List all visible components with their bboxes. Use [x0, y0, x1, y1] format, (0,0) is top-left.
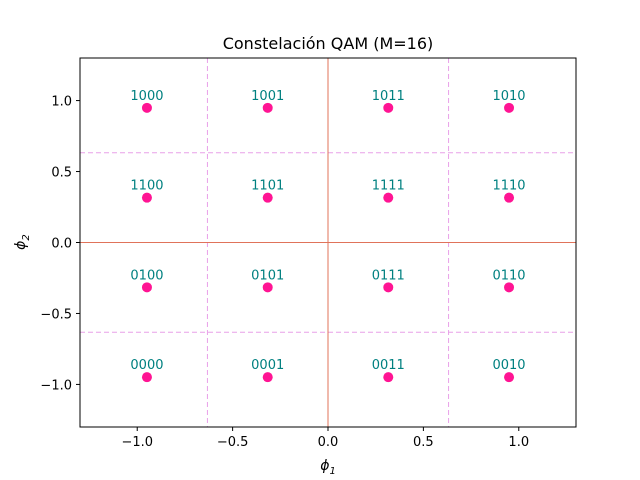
- constellation-point: [262, 372, 273, 383]
- y-tick-label: −0.5: [40, 307, 72, 322]
- point-bit-label: 0101: [251, 268, 284, 283]
- constellation-point: [262, 102, 273, 113]
- point-bit-label: 0010: [492, 358, 525, 373]
- point-bit-label: 1100: [130, 179, 163, 194]
- point-bit-label: 1011: [372, 89, 405, 104]
- x-axis-label-sub: 1: [329, 466, 335, 477]
- x-tick-label: 0.5: [413, 435, 434, 450]
- point-bit-label: 0001: [251, 358, 284, 373]
- constellation-point: [504, 372, 515, 383]
- x-tick-label: −0.5: [217, 435, 249, 450]
- chart-title: Constelación QAM (M=16): [223, 34, 434, 53]
- point-bit-label: 0110: [492, 268, 525, 283]
- constellation-point: [383, 282, 394, 293]
- x-tick-label: 0.0: [318, 435, 339, 450]
- y-axis-label-base: ϕ: [13, 241, 29, 250]
- x-axis-label: ϕ1: [320, 458, 336, 477]
- constellation-point: [262, 282, 273, 293]
- y-tick-label: 0.5: [51, 166, 72, 181]
- constellation-point: [141, 282, 152, 293]
- x-tick-label: 1.0: [508, 435, 529, 450]
- point-bit-label: 1110: [492, 179, 525, 194]
- constellation-point: [141, 192, 152, 203]
- point-bit-label: 1001: [251, 89, 284, 104]
- constellation-point: [504, 192, 515, 203]
- point-bit-label: 1000: [130, 89, 163, 104]
- y-tick-label: 0.0: [51, 237, 72, 252]
- constellation-point: [141, 102, 152, 113]
- point-bit-label: 1101: [251, 179, 284, 194]
- constellation-point: [504, 282, 515, 293]
- y-tick-label: 1.0: [51, 95, 72, 110]
- point-bit-label: 0100: [130, 268, 163, 283]
- constellation-point: [504, 102, 515, 113]
- y-tick-label: −1.0: [40, 378, 72, 393]
- y-axis-label: ϕ2: [13, 234, 32, 250]
- point-bit-label: 1010: [492, 89, 525, 104]
- constellation-point: [383, 372, 394, 383]
- y-axis-label-sub: 2: [21, 234, 32, 240]
- point-bit-label: 0111: [372, 268, 405, 283]
- x-tick-label: −1.0: [121, 435, 153, 450]
- constellation-point: [141, 372, 152, 383]
- point-bit-label: 0000: [130, 358, 163, 373]
- constellation-point: [383, 192, 394, 203]
- constellation-point: [383, 102, 394, 113]
- x-axis-label-base: ϕ: [320, 458, 329, 474]
- constellation-point: [262, 192, 273, 203]
- point-bit-label: 1111: [372, 179, 405, 194]
- point-bit-label: 0011: [372, 358, 405, 373]
